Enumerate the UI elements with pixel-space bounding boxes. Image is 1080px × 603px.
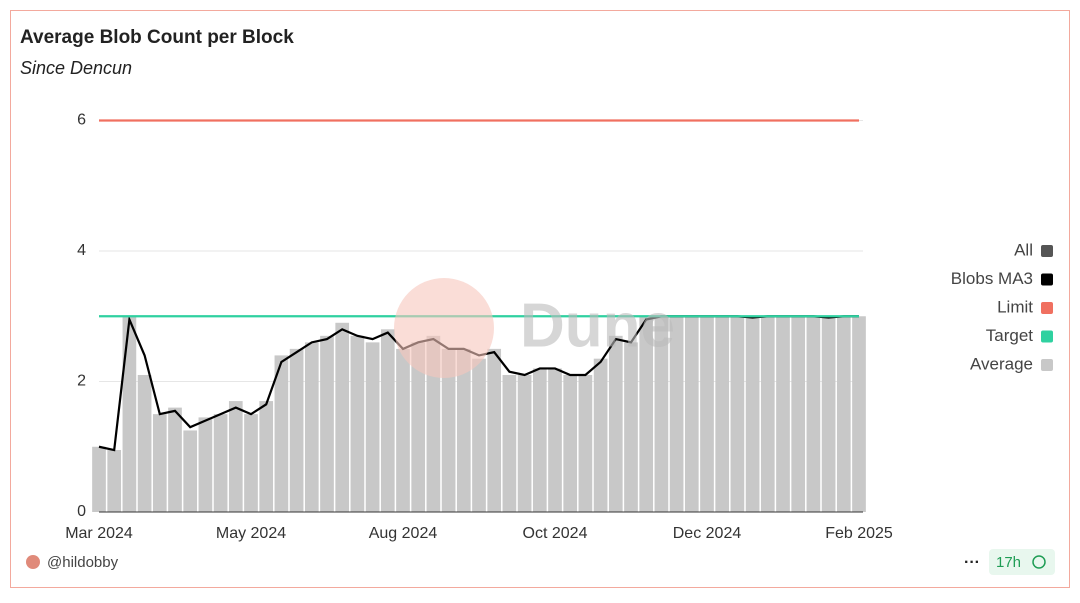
bar [274, 355, 289, 512]
bar [806, 316, 821, 512]
more-menu[interactable]: ··· [964, 554, 980, 571]
bar [836, 316, 851, 512]
bar [152, 414, 167, 512]
bar [852, 316, 866, 512]
chart-subtitle: Since Dencun [20, 58, 132, 78]
bar [365, 342, 380, 512]
bar [411, 342, 426, 512]
bar [700, 316, 714, 512]
legend-label: Limit [997, 297, 1033, 316]
bar [107, 450, 122, 512]
watermark: Dune [520, 291, 675, 360]
bar [456, 348, 471, 512]
bar [122, 316, 137, 512]
x-tick-label: May 2024 [216, 525, 286, 542]
plot-area: 0 2 4 6 Mar 2024 May 2024 Aug 2024 Oct 2024 Dec … [65, 112, 893, 542]
legend-label: Blobs MA3 [951, 269, 1033, 288]
bar [168, 407, 182, 512]
bar [821, 317, 836, 512]
bar [684, 316, 699, 512]
check-icon [1032, 555, 1046, 569]
bar [426, 335, 441, 512]
bar [639, 316, 654, 512]
bar [92, 446, 106, 512]
bar [289, 348, 304, 512]
bar [624, 342, 638, 512]
bar [578, 374, 593, 512]
legend-swatch [1041, 245, 1053, 257]
legend-swatch [1041, 359, 1053, 371]
bar [669, 316, 684, 512]
bar [548, 368, 562, 512]
bar [715, 316, 730, 512]
bar [304, 342, 319, 512]
legend-swatch [1041, 273, 1053, 286]
bar [760, 316, 775, 512]
author: @hildobby [47, 554, 119, 571]
bar [776, 316, 790, 512]
bar [654, 316, 669, 512]
bar [183, 430, 198, 512]
bar [441, 348, 456, 512]
legend-label: All [1014, 240, 1033, 259]
bar [259, 401, 274, 512]
bar [791, 316, 806, 512]
bar [380, 329, 395, 512]
legend-swatch [1041, 330, 1053, 343]
bar [532, 368, 547, 512]
legend-label: Target [986, 326, 1034, 345]
bar [730, 316, 745, 512]
age: 17h [996, 554, 1021, 571]
bar [228, 401, 243, 512]
avatar [26, 555, 40, 569]
bar [350, 335, 365, 512]
y-tick-label: 4 [77, 242, 86, 259]
x-tick-label: Aug 2024 [369, 525, 438, 542]
bar [198, 417, 213, 512]
y-tick-label: 2 [77, 373, 86, 390]
bar [745, 318, 760, 512]
bar [487, 348, 502, 512]
y-tick-label: 6 [77, 112, 86, 129]
bar [608, 335, 623, 512]
bar [320, 335, 334, 512]
bar [517, 374, 532, 512]
bar [335, 322, 350, 512]
bar [244, 414, 258, 512]
bar [213, 414, 228, 512]
bar [593, 358, 608, 512]
legend: All Blobs MA3 Limit Target Average [951, 240, 1053, 373]
x-tick-label: Feb 2025 [825, 525, 893, 542]
bar [396, 348, 410, 512]
legend-swatch [1041, 302, 1053, 314]
chart-title: Average Blob Count per Block [20, 27, 294, 48]
x-tick-label: Oct 2024 [523, 525, 588, 542]
x-tick-label: Mar 2024 [65, 525, 133, 542]
bar [502, 374, 517, 512]
x-tick-label: Dec 2024 [673, 525, 742, 542]
bar [137, 374, 152, 512]
y-tick-label: 0 [77, 503, 86, 520]
bar [563, 374, 578, 512]
watermark-logo [394, 278, 494, 378]
bar [472, 358, 486, 512]
legend-label: Average [970, 354, 1033, 373]
